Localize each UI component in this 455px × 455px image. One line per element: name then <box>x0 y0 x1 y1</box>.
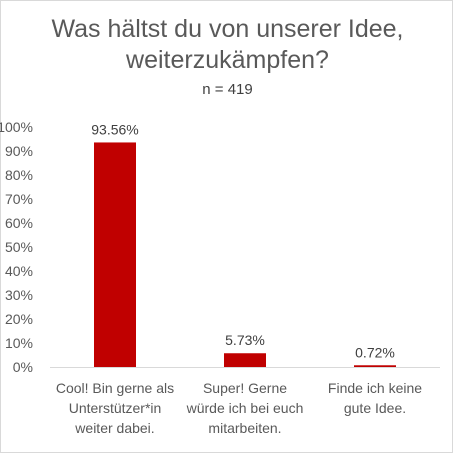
category-label: Unterstützer*in <box>69 400 162 416</box>
y-axis-ticks: 0% 10% 20% 30% 40% 50% 60% 70% 80% 90% 100% <box>0 119 33 375</box>
category-label: Cool! Bin gerne als <box>56 380 174 396</box>
category-label: würde ich bei euch <box>186 400 304 416</box>
y-tick-label: 40% <box>5 263 33 279</box>
category-label: gute Idee. <box>344 400 406 416</box>
y-tick-label: 100% <box>0 119 33 135</box>
y-tick-label: 30% <box>5 287 33 303</box>
chart-subtitle: n = 419 <box>202 81 253 98</box>
bars <box>94 142 396 367</box>
category-label: Super! Gerne <box>203 380 287 396</box>
category-label: Finde ich keine <box>328 380 422 396</box>
y-tick-label: 90% <box>5 143 33 159</box>
bar <box>224 353 266 367</box>
y-tick-label: 20% <box>5 311 33 327</box>
bar <box>354 365 396 367</box>
category-label: weiter dabei. <box>74 420 154 436</box>
y-tick-label: 0% <box>13 359 33 375</box>
bar <box>94 142 136 367</box>
y-tick-label: 50% <box>5 239 33 255</box>
data-label: 93.56% <box>91 121 138 137</box>
y-tick-label: 70% <box>5 191 33 207</box>
chart-title: Was hältst du von unserer Idee, weiterzu… <box>51 15 404 74</box>
data-labels: 93.56% 5.73% 0.72% <box>91 121 395 360</box>
category-labels: Cool! Bin gerne als Unterstützer*in weiter… <box>56 380 422 436</box>
data-label: 5.73% <box>225 332 265 348</box>
category-label: mitarbeiten. <box>208 420 281 436</box>
y-tick-label: 80% <box>5 167 33 183</box>
y-tick-label: 60% <box>5 215 33 231</box>
y-tick-label: 10% <box>5 335 33 351</box>
data-label: 0.72% <box>355 344 395 360</box>
